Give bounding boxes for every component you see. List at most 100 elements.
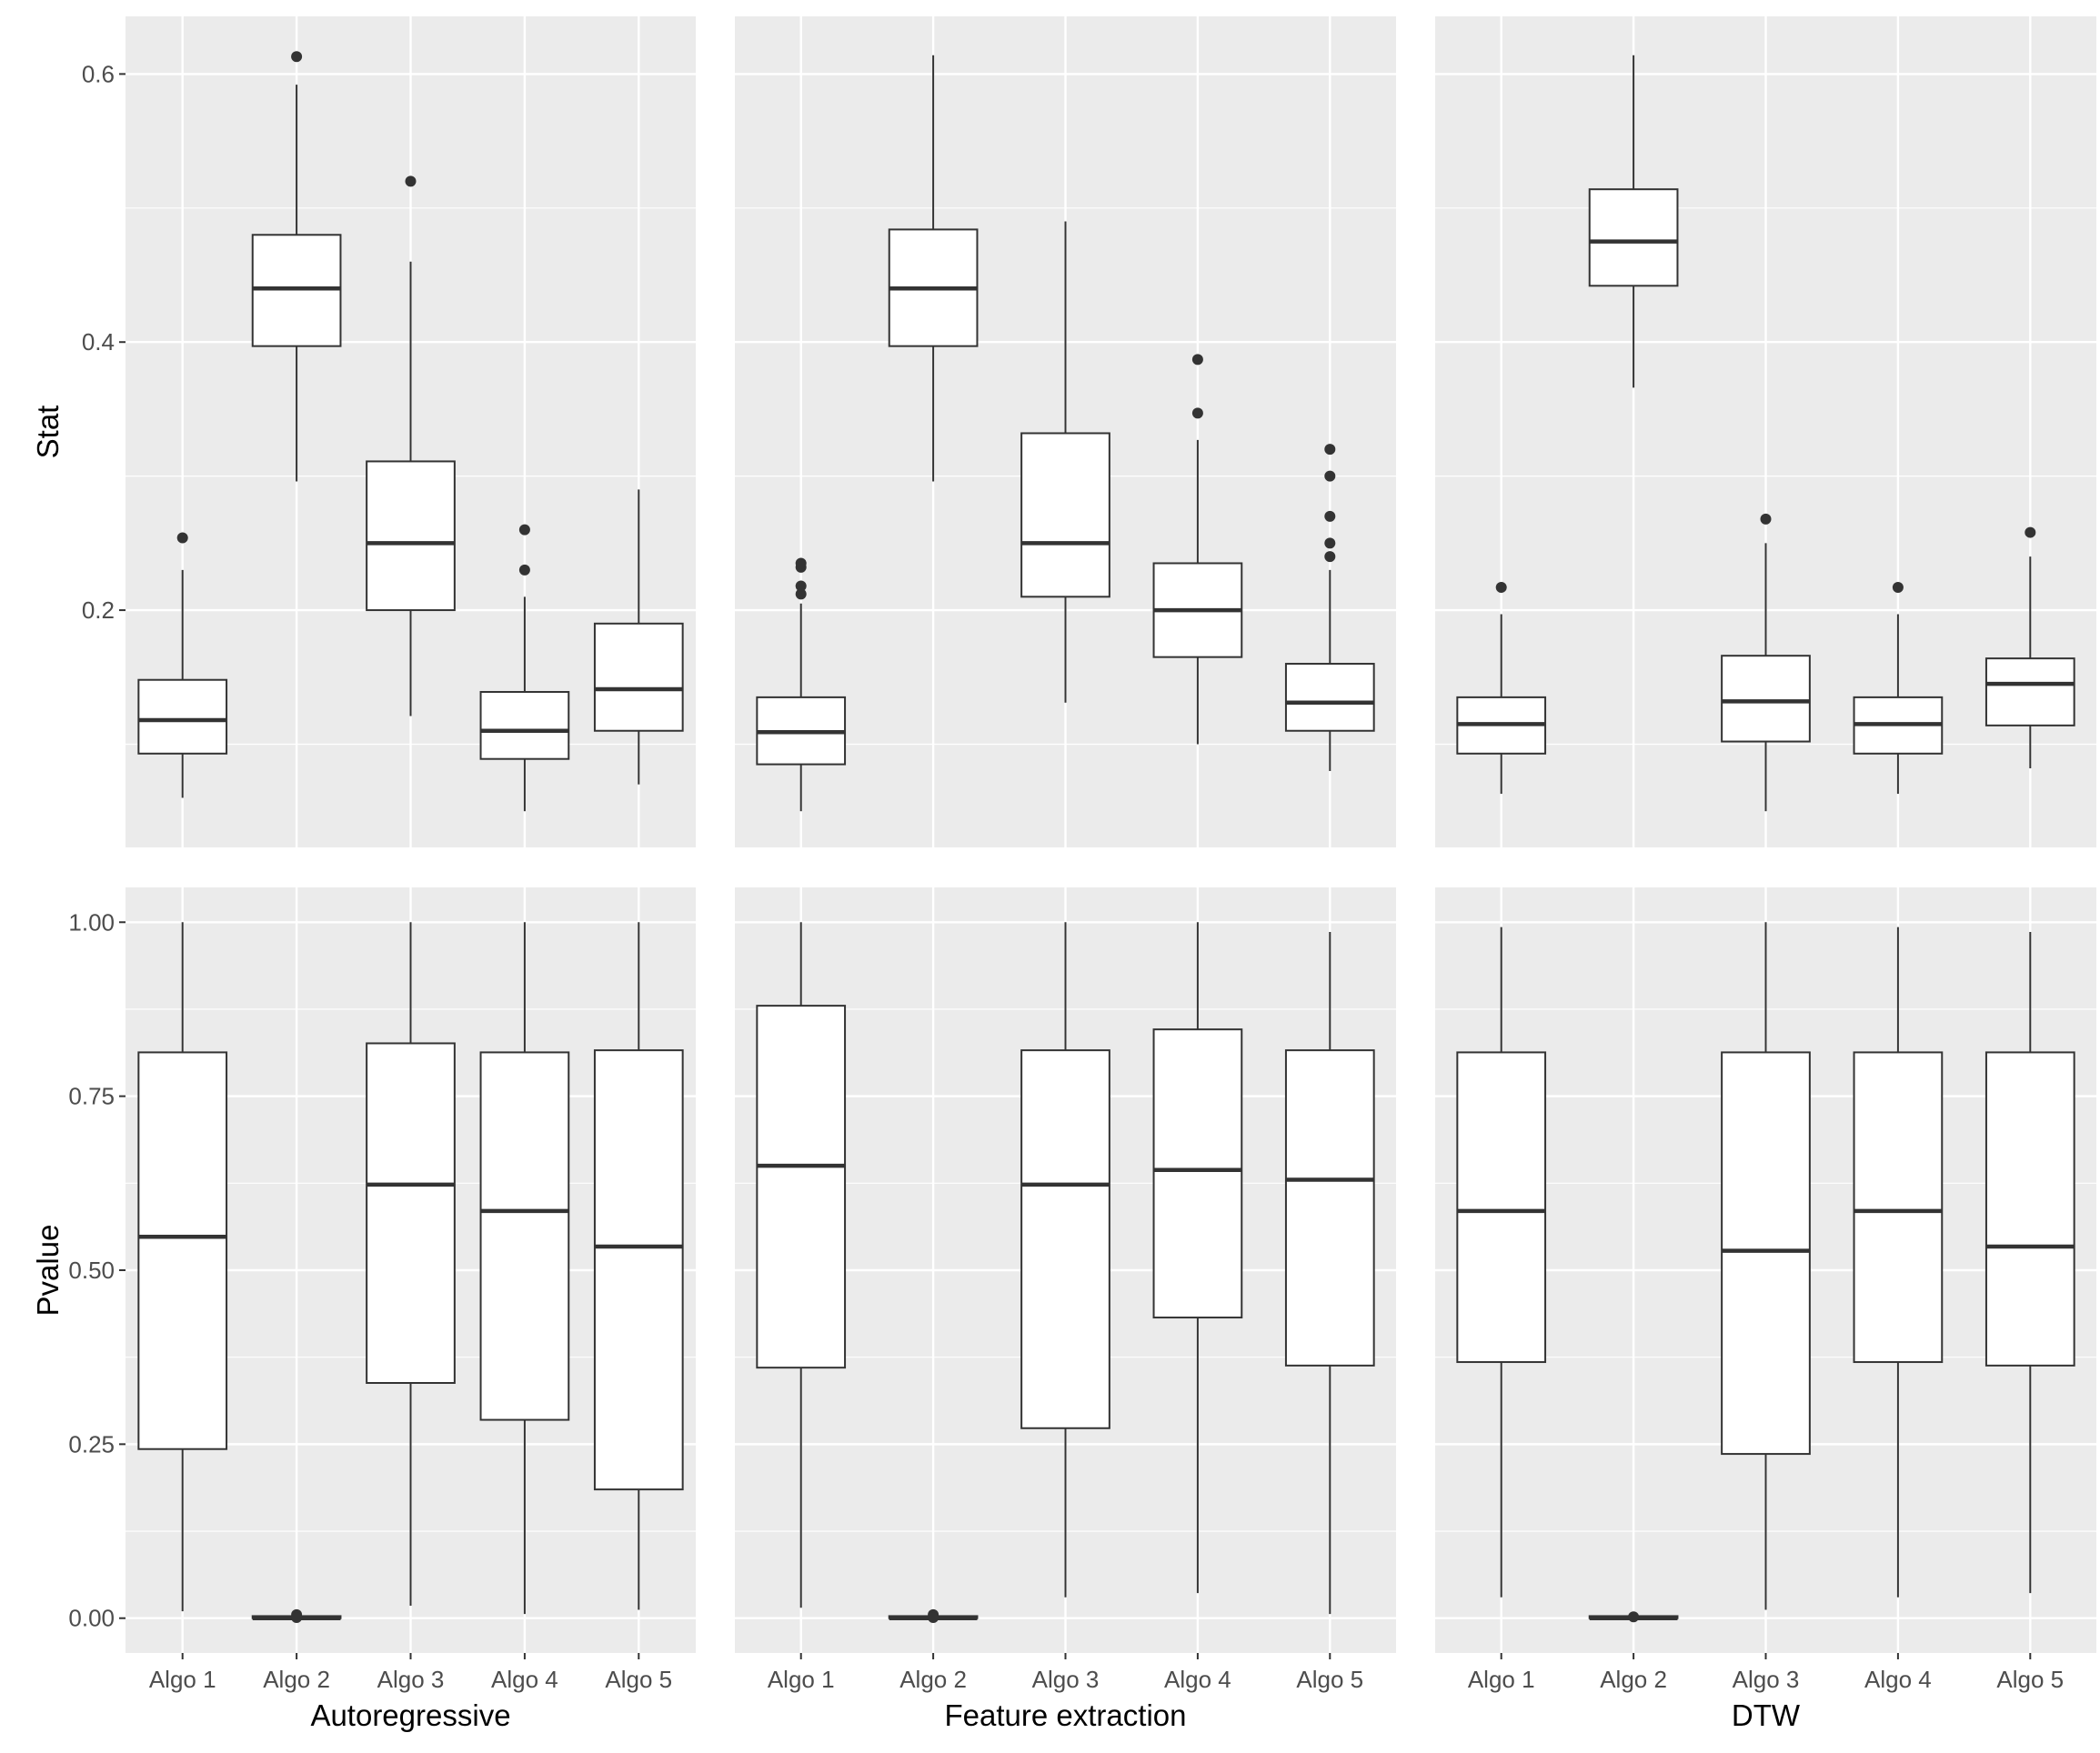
outlier-point bbox=[518, 564, 530, 576]
outlier-point bbox=[1191, 407, 1203, 419]
box-algo-1 bbox=[137, 532, 228, 798]
box-iqr bbox=[1152, 1028, 1243, 1319]
y-tick-label: 0.75 bbox=[68, 1083, 115, 1110]
x-tick-label-algo-4: Algo 4 bbox=[1864, 1666, 1932, 1693]
box-algo-1 bbox=[137, 922, 228, 1612]
box-algo-3 bbox=[1020, 221, 1110, 703]
x-tick-label-algo-2: Algo 2 bbox=[263, 1666, 330, 1693]
y-tick-label: 0.25 bbox=[68, 1430, 115, 1457]
x-tick-label-algo-4: Algo 4 bbox=[1164, 1666, 1231, 1693]
x-tick-label-algo-3: Algo 3 bbox=[1032, 1666, 1100, 1693]
box-algo-5 bbox=[1284, 931, 1375, 1615]
panel-stat-dtw bbox=[1435, 16, 2096, 847]
y-tick-label: 0.50 bbox=[68, 1257, 115, 1284]
box-iqr bbox=[1984, 1051, 2075, 1367]
outlier-point bbox=[1324, 470, 1336, 482]
panel-stat-autoregressive bbox=[126, 16, 696, 847]
box-iqr bbox=[137, 678, 228, 755]
box-algo-4 bbox=[1853, 927, 1944, 1598]
box-algo-2 bbox=[251, 1608, 342, 1623]
box-algo-2 bbox=[888, 55, 979, 482]
box-algo-1 bbox=[1456, 582, 1547, 795]
outlier-point bbox=[1324, 537, 1336, 549]
box-iqr bbox=[593, 1049, 684, 1491]
box-iqr bbox=[1721, 655, 1811, 743]
box-algo-5 bbox=[593, 922, 684, 1610]
box-algo-4 bbox=[479, 524, 570, 812]
box-algo-2 bbox=[251, 51, 342, 482]
y-tick-label: 0.6 bbox=[82, 60, 115, 87]
facet-label-autoregressive: Autoregressive bbox=[310, 1698, 510, 1732]
box-algo-2 bbox=[888, 1608, 979, 1623]
box-algo-3 bbox=[366, 175, 456, 716]
outlier-point bbox=[1324, 510, 1336, 522]
x-tick-label-algo-1: Algo 1 bbox=[149, 1666, 216, 1693]
outlier-point bbox=[1324, 551, 1336, 563]
panels-layer bbox=[126, 16, 2096, 1653]
box-algo-5 bbox=[1284, 444, 1375, 771]
x-tick-label-algo-2: Algo 2 bbox=[899, 1666, 967, 1693]
outlier-point bbox=[928, 1611, 939, 1623]
box-iqr bbox=[479, 690, 570, 760]
y-axis-label-pvalue: Pvalue bbox=[31, 1225, 65, 1317]
panel-pvalue-autoregressive bbox=[126, 887, 696, 1653]
box-algo-3 bbox=[366, 922, 456, 1606]
box-iqr bbox=[593, 622, 684, 732]
labels-layer: 0.2 0.4 0.6 Stat 0.00 0.25 0.50 0.75 1.00 Algo 1 A… bbox=[31, 60, 2064, 1732]
box-iqr bbox=[1020, 1049, 1110, 1429]
facet-label-feature-extraction: Feature extraction bbox=[945, 1698, 1187, 1732]
box-algo-4 bbox=[479, 922, 570, 1615]
y-tick-label: 1.00 bbox=[68, 908, 115, 936]
box-algo-1 bbox=[756, 557, 847, 812]
x-tick-label-algo-3: Algo 3 bbox=[377, 1666, 445, 1693]
box-algo-2 bbox=[1588, 55, 1679, 388]
outlier-point bbox=[795, 588, 807, 600]
box-iqr bbox=[1588, 188, 1679, 287]
box-algo-5 bbox=[1984, 931, 2075, 1594]
box-algo-4 bbox=[1152, 922, 1243, 1594]
x-tick-label-algo-2: Algo 2 bbox=[1600, 1666, 1667, 1693]
box-iqr bbox=[1284, 1049, 1375, 1367]
outlier-point bbox=[1892, 582, 1904, 594]
y-axis-label-stat: Stat bbox=[31, 406, 65, 459]
box-iqr bbox=[756, 1005, 847, 1369]
box-algo-2 bbox=[1588, 1611, 1679, 1623]
x-tick-label-algo-5: Algo 5 bbox=[1296, 1666, 1363, 1693]
x-tick-label-algo-5: Algo 5 bbox=[1996, 1666, 2064, 1693]
outlier-point bbox=[795, 557, 807, 569]
box-algo-4 bbox=[1853, 582, 1944, 795]
box-algo-3 bbox=[1020, 922, 1110, 1598]
box-iqr bbox=[1853, 1051, 1944, 1364]
box-algo-5 bbox=[593, 489, 684, 785]
outlier-point bbox=[405, 175, 417, 187]
x-tick-label-algo-1: Algo 1 bbox=[768, 1666, 835, 1693]
x-tick-label-algo-3: Algo 3 bbox=[1733, 1666, 1800, 1693]
box-iqr bbox=[366, 460, 456, 612]
box-iqr bbox=[479, 1051, 570, 1421]
box-iqr bbox=[137, 1051, 228, 1450]
x-tick-label-algo-4: Algo 4 bbox=[491, 1666, 558, 1693]
y-tick-label: 0.2 bbox=[82, 596, 115, 624]
outlier-point bbox=[176, 532, 188, 544]
outlier-point bbox=[518, 524, 530, 536]
outlier-point bbox=[291, 51, 303, 63]
outlier-point bbox=[1760, 513, 1772, 525]
box-iqr bbox=[1020, 432, 1110, 598]
x-tick-label-algo-1: Algo 1 bbox=[1468, 1666, 1535, 1693]
x-tick-label-algo-5: Algo 5 bbox=[605, 1666, 672, 1693]
box-iqr bbox=[366, 1042, 456, 1385]
outlier-point bbox=[2025, 526, 2036, 538]
y-tick-label: 0.4 bbox=[82, 328, 115, 356]
outlier-point bbox=[1628, 1611, 1640, 1623]
box-algo-1 bbox=[1456, 927, 1547, 1598]
outlier-point bbox=[291, 1611, 303, 1623]
outlier-point bbox=[1324, 444, 1336, 456]
outlier-point bbox=[795, 580, 807, 592]
panel-stat-feature-extraction bbox=[735, 16, 1396, 847]
box-iqr bbox=[1284, 663, 1375, 732]
box-iqr bbox=[1456, 1051, 1547, 1364]
outlier-point bbox=[1495, 582, 1507, 594]
facet-label-dtw: DTW bbox=[1732, 1698, 1801, 1732]
y-tick-label: 0.00 bbox=[68, 1605, 115, 1632]
